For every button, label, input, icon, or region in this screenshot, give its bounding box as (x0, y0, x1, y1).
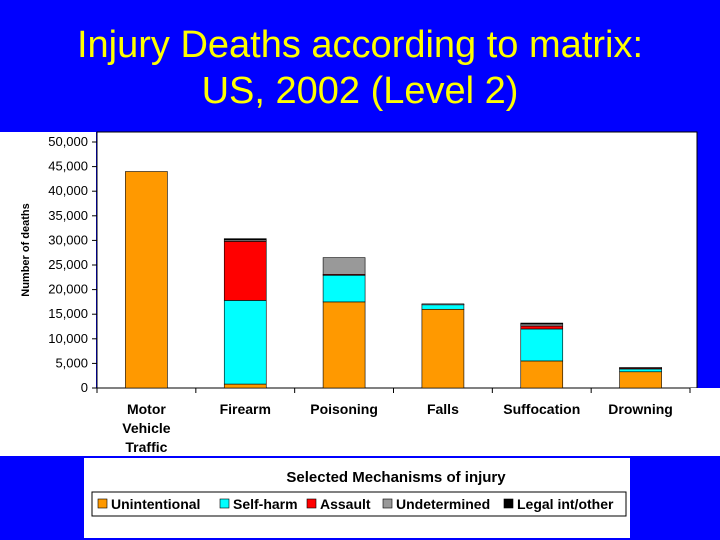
x-tick-label: Poisoning (310, 401, 378, 417)
y-tick-label: 0 (81, 380, 88, 395)
y-tick-label: 35,000 (48, 208, 88, 223)
y-ticks: 0 5,000 10,000 15,000 20,000 25,000 30,000 35,0… (48, 134, 97, 395)
legend-label: Unintentional (111, 496, 200, 512)
x-tick-label: Suffocation (503, 401, 580, 417)
x-tick-label: Firearm (220, 401, 271, 417)
y-tick-label: 30,000 (48, 232, 88, 247)
y-tick-label: 25,000 (48, 257, 88, 272)
x-axis-panel (0, 388, 720, 456)
x-tick-label: Falls (427, 401, 459, 417)
bar-segment (619, 371, 662, 389)
bar-segment (322, 301, 366, 389)
bar-segment (520, 328, 564, 362)
bars (125, 171, 662, 389)
legend-box (91, 491, 627, 517)
legend-label: Undetermined (396, 496, 490, 512)
y-axis-label: Number of deaths (20, 203, 32, 297)
y-axis-panel (0, 132, 96, 388)
legend-swatch (97, 498, 108, 509)
legend-label: Legal int/other (517, 496, 614, 512)
legend-swatch (219, 498, 230, 509)
y-tick-label: 50,000 (48, 134, 88, 149)
x-tick-label: Traffic (125, 439, 167, 455)
y-tick-label: 15,000 (48, 306, 88, 321)
y-tick-label: 40,000 (48, 183, 88, 198)
legend-swatch (503, 498, 514, 509)
x-ticks: Motor Vehicle Traffic Firearm Poisoning Falls… (96, 388, 691, 455)
bar-segment (322, 274, 366, 303)
y-tick-label: 10,000 (48, 331, 88, 346)
bar-segment (322, 257, 366, 275)
x-tick-label: Drowning (608, 401, 673, 417)
chart-title-line2: US, 2002 (Level 2) (201, 70, 519, 112)
legend-label: Assault (320, 496, 371, 512)
bar-segment (223, 241, 267, 301)
bar-segment (520, 322, 564, 325)
plot-area (96, 131, 698, 389)
y-tick-label: 20,000 (48, 282, 88, 297)
legend-label: Self-harm (233, 496, 298, 512)
legend-swatch (382, 498, 393, 509)
bar-segment (223, 383, 267, 389)
bar-segment (421, 308, 465, 389)
chart-title-line1: Injury Deaths according to matrix: (76, 24, 643, 66)
bar-segment (125, 171, 168, 389)
bar-segment (520, 325, 564, 330)
x-tick-label: Motor (127, 401, 166, 417)
bar-segment (520, 360, 564, 389)
legend-swatch (306, 498, 317, 509)
y-tick-label: 45,000 (48, 159, 88, 174)
x-axis-label: Selected Mechanisms of injury (286, 469, 506, 486)
bar-segment (619, 367, 662, 369)
y-tick-label: 5,000 (55, 355, 88, 370)
x-tick-label: Vehicle (122, 420, 170, 436)
chart-title: Injury Deaths according to matrix: US, 2… (0, 22, 720, 114)
bar-segment (421, 303, 465, 306)
bar-segment (223, 238, 267, 241)
bar-segment (223, 300, 267, 385)
legend: Unintentional Self-harm Assault Undetermine… (97, 496, 614, 512)
